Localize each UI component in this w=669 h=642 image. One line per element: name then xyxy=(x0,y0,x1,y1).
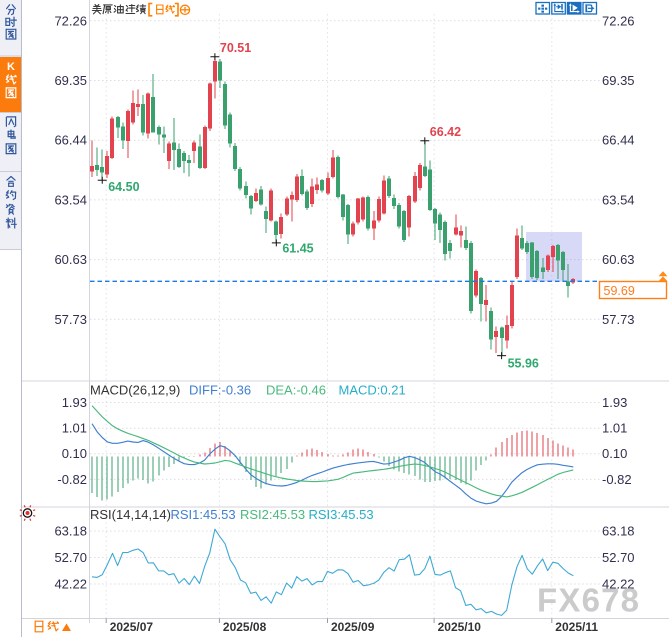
svg-text:0.10: 0.10 xyxy=(62,446,87,461)
svg-text:70.51: 70.51 xyxy=(220,41,251,55)
svg-text:FX678: FX678 xyxy=(537,582,640,619)
svg-text:-0.82: -0.82 xyxy=(57,472,87,487)
svg-text:66.44: 66.44 xyxy=(54,133,87,148)
svg-text:0.10: 0.10 xyxy=(602,446,627,461)
svg-text:63.18: 63.18 xyxy=(602,524,635,539)
svg-text:K: K xyxy=(7,61,15,73)
svg-text:57.73: 57.73 xyxy=(54,312,87,327)
svg-text:2025/11: 2025/11 xyxy=(555,620,598,634)
svg-text:DEA:-0.46: DEA:-0.46 xyxy=(266,383,326,398)
svg-text:RSI1:45.53: RSI1:45.53 xyxy=(171,507,236,522)
svg-text:72.26: 72.26 xyxy=(54,13,87,28)
svg-text:52.70: 52.70 xyxy=(54,550,87,565)
svg-text:63.54: 63.54 xyxy=(602,192,635,207)
svg-text:57.73: 57.73 xyxy=(602,312,635,327)
svg-text:42.22: 42.22 xyxy=(54,576,87,591)
svg-text:69.35: 69.35 xyxy=(602,73,635,88)
svg-text:1.93: 1.93 xyxy=(62,395,87,410)
svg-text:2025/08: 2025/08 xyxy=(223,620,267,634)
svg-text:66.42: 66.42 xyxy=(430,125,461,139)
svg-text:64.50: 64.50 xyxy=(108,180,139,194)
svg-text:2025/09: 2025/09 xyxy=(331,620,375,634)
svg-text:RSI2:45.53: RSI2:45.53 xyxy=(240,507,305,522)
svg-text:60.63: 60.63 xyxy=(602,252,635,267)
svg-text:-0.82: -0.82 xyxy=(602,472,632,487)
svg-text:MACD:0.21: MACD:0.21 xyxy=(339,383,406,398)
svg-text:59.69: 59.69 xyxy=(604,284,635,298)
svg-text:63.18: 63.18 xyxy=(54,524,87,539)
svg-text:MACD(26,12,9): MACD(26,12,9) xyxy=(90,383,180,398)
svg-text:RSI(14,14,14): RSI(14,14,14) xyxy=(90,507,171,522)
svg-text:60.63: 60.63 xyxy=(54,252,87,267)
svg-text:69.35: 69.35 xyxy=(54,73,87,88)
svg-text:63.54: 63.54 xyxy=(54,192,87,207)
svg-text:52.70: 52.70 xyxy=(602,550,635,565)
svg-text:66.44: 66.44 xyxy=(602,133,635,148)
svg-text:1.93: 1.93 xyxy=(602,395,627,410)
svg-text:1.01: 1.01 xyxy=(62,421,87,436)
svg-text:72.26: 72.26 xyxy=(602,13,635,28)
svg-text:RSI3:45.53: RSI3:45.53 xyxy=(309,507,374,522)
svg-text:55.96: 55.96 xyxy=(508,357,539,371)
svg-text:61.45: 61.45 xyxy=(282,241,313,255)
svg-text:2025/10: 2025/10 xyxy=(438,620,482,634)
svg-text:DIFF:-0.36: DIFF:-0.36 xyxy=(189,383,251,398)
svg-text:1.01: 1.01 xyxy=(602,421,627,436)
svg-text:2025/07: 2025/07 xyxy=(110,620,154,634)
